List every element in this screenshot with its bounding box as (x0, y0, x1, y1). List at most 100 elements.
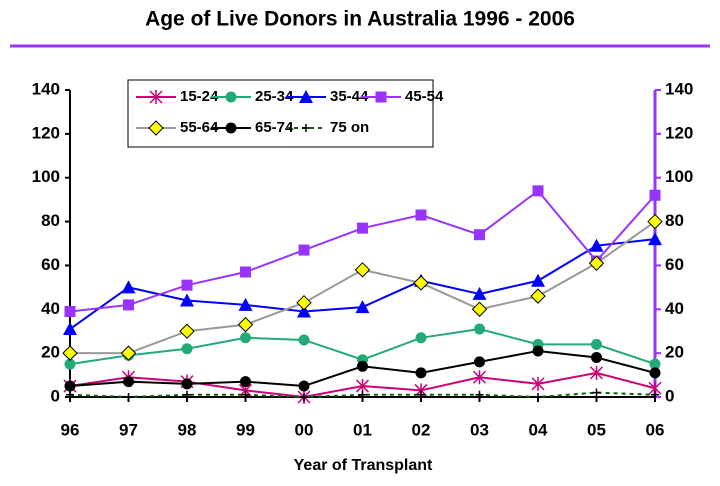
y2-tick-label: 120 (665, 123, 693, 142)
marker (183, 390, 191, 399)
legend-label: 25-34 (255, 88, 294, 105)
marker (355, 300, 370, 314)
marker (148, 120, 164, 136)
marker (64, 305, 76, 317)
x-tick-label: 98 (178, 420, 197, 439)
y2-tick-label: 40 (665, 299, 684, 318)
y-tick-label: 120 (32, 123, 60, 142)
marker (240, 266, 251, 278)
marker (240, 332, 251, 344)
x-tick-label: 97 (119, 420, 138, 439)
marker (472, 286, 487, 300)
y2-tick-label: 140 (665, 79, 693, 98)
marker (298, 244, 310, 256)
marker (296, 294, 312, 311)
y2-tick-label: 60 (665, 255, 684, 274)
marker (589, 365, 604, 380)
marker (648, 232, 662, 246)
y-tick-label: 20 (41, 343, 60, 362)
marker (530, 288, 546, 304)
x-tick-label: 99 (236, 420, 255, 439)
y2-tick-label: 0 (665, 386, 674, 405)
marker (298, 380, 310, 392)
marker (531, 376, 545, 391)
x-tick-label: 06 (646, 420, 665, 439)
y-tick-label: 40 (41, 299, 60, 318)
marker (375, 91, 387, 103)
y-tick-label: 0 (51, 386, 60, 405)
marker (63, 322, 77, 336)
y2-tick-label: 100 (665, 167, 693, 186)
marker (124, 393, 133, 401)
marker (241, 390, 250, 399)
y-tick-label: 140 (32, 79, 60, 98)
marker (62, 345, 78, 361)
y2-tick-label: 20 (665, 343, 684, 362)
series-line (69, 238, 656, 330)
marker (180, 293, 194, 307)
marker (179, 323, 195, 339)
marker (64, 380, 76, 392)
marker (357, 222, 368, 234)
marker (532, 345, 544, 357)
marker (591, 352, 602, 364)
marker (225, 122, 237, 134)
marker (415, 209, 427, 221)
marker (534, 393, 542, 401)
legend-label: 55-64 (180, 119, 219, 136)
legend-label: 35-44 (330, 88, 369, 105)
marker (181, 378, 193, 390)
y-tick-label: 100 (32, 167, 60, 186)
marker (592, 388, 601, 397)
marker (237, 316, 254, 333)
x-tick-label: 02 (412, 420, 431, 439)
marker (588, 255, 605, 271)
marker (475, 390, 484, 399)
marker (123, 376, 134, 388)
marker (415, 367, 427, 379)
y-tick-label: 80 (41, 211, 60, 230)
x-tick-label: 01 (353, 420, 372, 439)
marker (649, 367, 661, 379)
marker (474, 356, 485, 368)
legend-label: 65-74 (255, 119, 294, 136)
marker (649, 358, 661, 370)
marker (298, 334, 310, 346)
marker (225, 91, 237, 103)
legend-label: 45-54 (405, 88, 444, 105)
marker (123, 299, 134, 311)
y2-tick-label: 80 (665, 211, 684, 230)
x-tick-label: 04 (529, 420, 548, 439)
marker (238, 297, 253, 311)
marker (651, 390, 659, 399)
marker (297, 304, 311, 318)
chart-title: Age of Live Donors in Australia 1996 - 2… (145, 8, 575, 31)
x-tick-label: 03 (470, 420, 489, 439)
marker (66, 390, 74, 399)
marker (181, 343, 193, 355)
marker (647, 213, 663, 230)
marker (64, 358, 76, 370)
marker (471, 301, 488, 317)
marker (240, 376, 251, 388)
marker (589, 238, 604, 252)
series-line (70, 220, 656, 355)
legend-label: 75 on (330, 119, 369, 136)
marker (120, 345, 137, 361)
marker (417, 390, 425, 399)
marker (299, 90, 313, 103)
legend-label: 15-24 (180, 88, 219, 105)
series-line (69, 391, 656, 399)
x-tick-label: 05 (587, 420, 606, 439)
marker (354, 262, 371, 278)
marker (121, 280, 136, 294)
marker (591, 338, 602, 350)
marker (300, 393, 308, 401)
marker (358, 390, 367, 399)
marker (355, 379, 370, 394)
marker (472, 370, 487, 385)
marker (413, 275, 429, 291)
marker (415, 332, 427, 344)
marker (649, 189, 661, 201)
marker (474, 323, 485, 335)
